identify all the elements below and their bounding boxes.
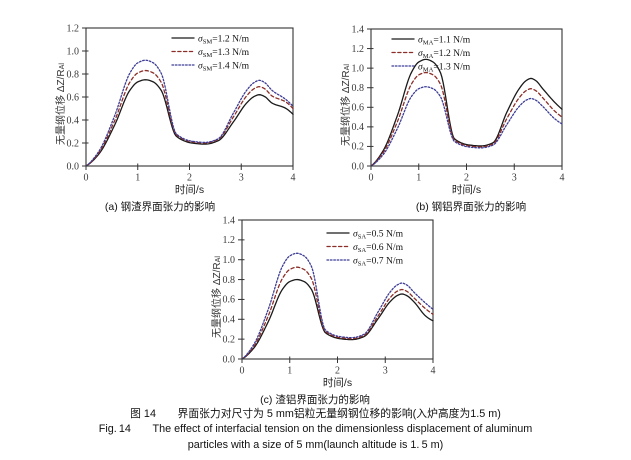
svg-text:σMA=1.3 N/m: σMA=1.3 N/m [418,61,471,73]
svg-text:0.6: 0.6 [67,92,80,103]
svg-text:0.0: 0.0 [67,161,80,172]
svg-text:2: 2 [464,173,469,184]
svg-text:1.0: 1.0 [352,63,365,74]
svg-text:0.8: 0.8 [352,83,365,94]
svg-text:0.8: 0.8 [223,275,236,286]
svg-text:时间/s: 时间/s [452,183,481,196]
svg-text:2: 2 [187,173,192,184]
svg-text:σSA=0.5 N/m: σSA=0.5 N/m [353,228,404,240]
svg-text:3: 3 [239,173,244,184]
svg-text:0.2: 0.2 [67,138,80,149]
svg-text:0.6: 0.6 [352,103,365,114]
svg-text:σSA=0.7 N/m: σSA=0.7 N/m [353,255,404,267]
svg-text:0.8: 0.8 [67,69,80,80]
svg-text:2: 2 [335,366,340,377]
svg-text:0.0: 0.0 [223,354,236,365]
svg-text:0.0: 0.0 [352,161,365,172]
svg-text:0.2: 0.2 [352,142,365,153]
svg-text:0.4: 0.4 [67,115,80,126]
svg-text:0: 0 [369,173,374,184]
svg-text:σSA=0.6 N/m: σSA=0.6 N/m [353,242,404,254]
svg-text:0.6: 0.6 [223,295,236,306]
svg-text:σSM=1.3 N/m: σSM=1.3 N/m [198,47,250,59]
svg-text:1.2: 1.2 [67,23,80,34]
svg-text:σMA=1.2 N/m: σMA=1.2 N/m [418,48,471,60]
svg-text:1: 1 [135,173,140,184]
svg-text:3: 3 [383,366,388,377]
svg-text:1.0: 1.0 [67,46,80,57]
svg-text:1.2: 1.2 [352,44,365,55]
svg-text:0: 0 [84,173,89,184]
svg-text:时间/s: 时间/s [175,183,204,196]
svg-text:0.4: 0.4 [223,315,236,326]
svg-text:σSM=1.4 N/m: σSM=1.4 N/m [198,60,250,72]
svg-text:1.4: 1.4 [352,24,365,35]
svg-text:0: 0 [240,366,245,377]
svg-text:1.4: 1.4 [223,215,236,226]
svg-text:时间/s: 时间/s [323,376,352,389]
svg-text:1: 1 [287,366,292,377]
svg-text:σSM=1.2 N/m: σSM=1.2 N/m [198,33,250,45]
svg-text:3: 3 [512,173,517,184]
svg-text:1.2: 1.2 [223,235,236,246]
svg-text:1.0: 1.0 [223,255,236,266]
svg-text:4: 4 [560,173,565,184]
svg-text:4: 4 [291,173,296,184]
svg-text:0.4: 0.4 [352,122,365,133]
svg-text:σMA=1.1 N/m: σMA=1.1 N/m [418,34,471,46]
svg-text:0.2: 0.2 [223,334,236,345]
svg-text:4: 4 [431,366,436,377]
svg-text:1: 1 [416,173,421,184]
